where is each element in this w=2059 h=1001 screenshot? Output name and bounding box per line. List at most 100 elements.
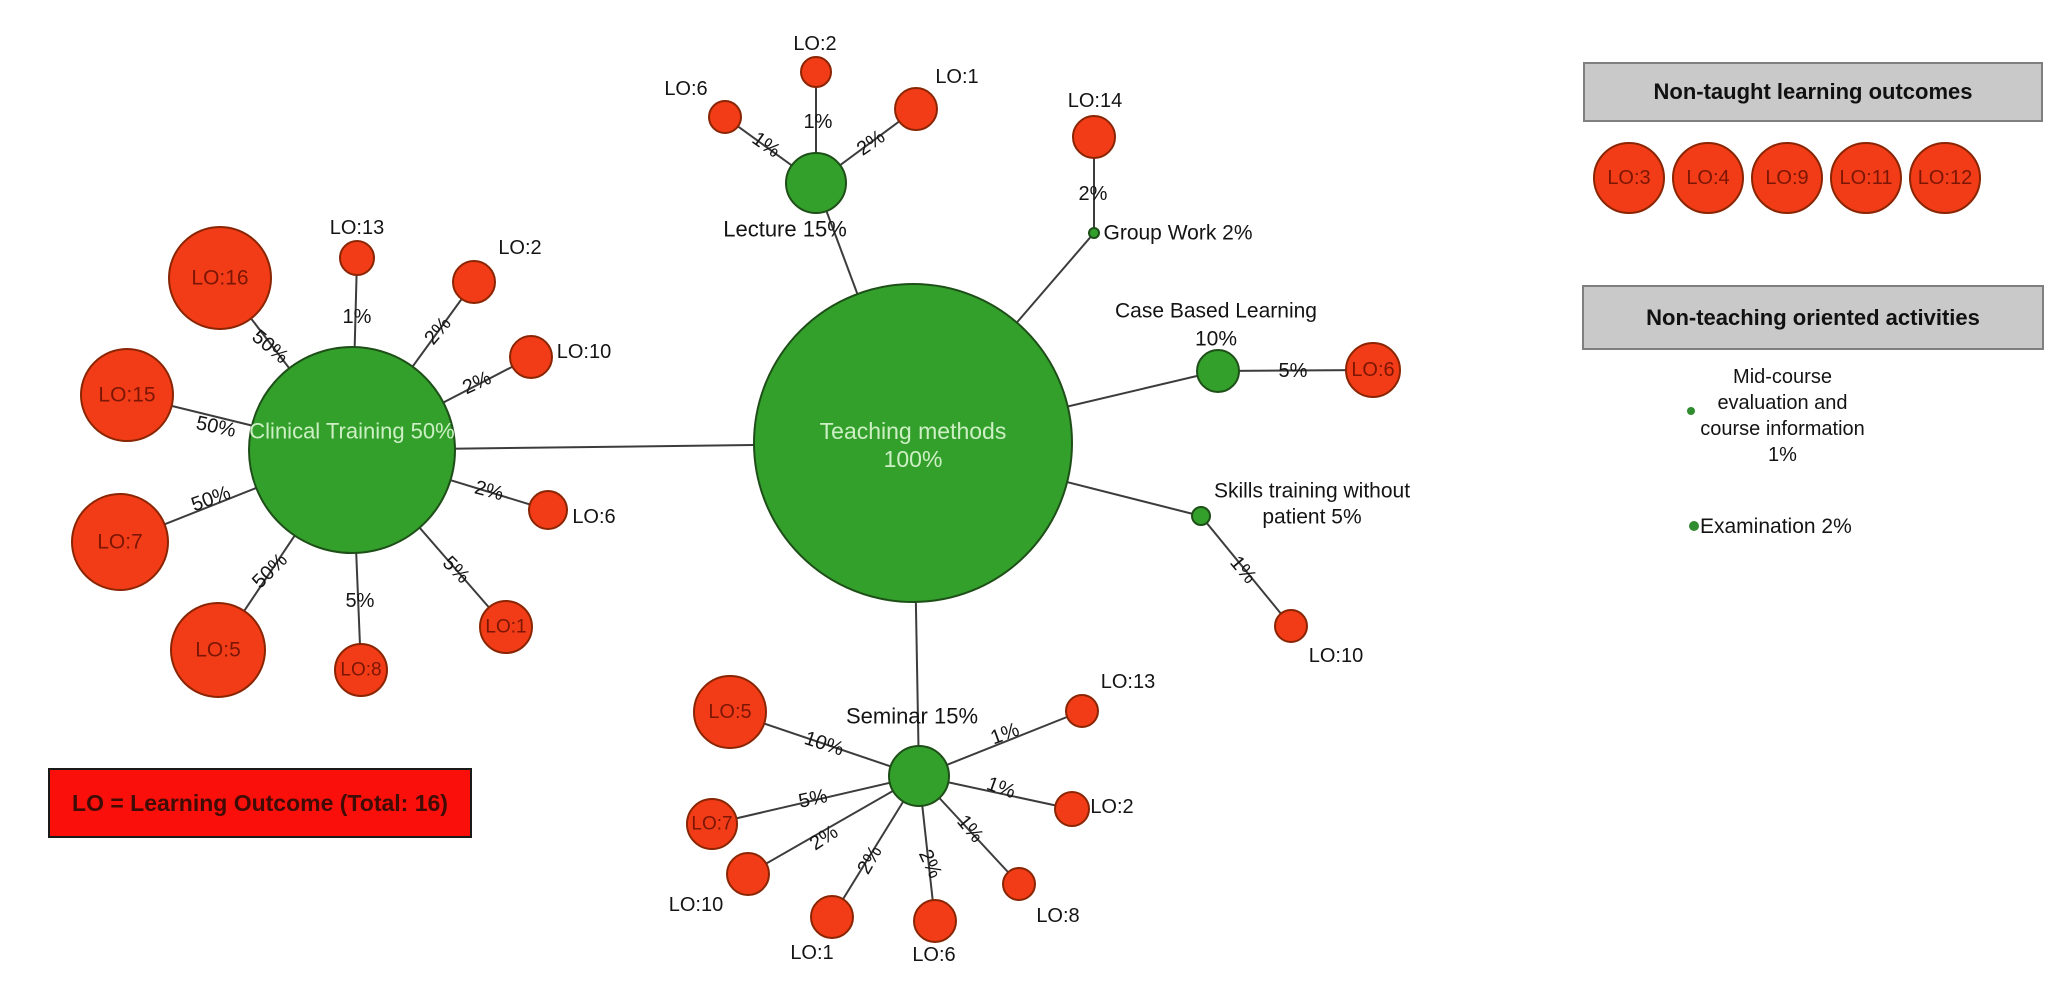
non-taught-outcomes-title: Non-taught learning outcomes <box>1653 79 1973 104</box>
legend-box: LO = Learning Outcome (Total: 16) <box>48 768 472 838</box>
node-m-lo8 <box>1002 867 1036 901</box>
node-clinical <box>248 346 456 554</box>
examination-bullet-icon <box>1689 521 1699 531</box>
edge-clinical-c-lo15-percent: 50% <box>194 412 238 442</box>
edge-seminar-m-lo6-percent: 2% <box>914 846 946 882</box>
edge-clinical-c-lo16-percent: 50% <box>248 326 293 369</box>
mid-course-activity-label: Mid-course evaluation and course informa… <box>1660 364 1905 468</box>
edge-seminar-m-lo13-percent: 1% <box>988 719 1023 750</box>
edge-clinical-c-lo10-percent: 2% <box>459 367 495 399</box>
edge-groupwork-g-lo14-percent: 2% <box>1079 183 1108 205</box>
edge-lecture-l-lo2-percent: 1% <box>804 111 833 133</box>
edge-case-cb-lo6-percent: 5% <box>1279 360 1308 382</box>
non-taught-outcome-circle: LO:4 <box>1672 142 1744 214</box>
node-lecture <box>785 152 847 214</box>
edge-seminar-m-lo5-percent: 10% <box>802 727 847 760</box>
node-m-lo13-label: LO:13 <box>1101 671 1155 693</box>
node-m-lo13 <box>1065 694 1099 728</box>
node-c-lo15-label: LO:15 <box>98 384 155 407</box>
node-c-lo7-label: LO:7 <box>97 531 143 554</box>
node-cb-lo6-label: LO:6 <box>1351 359 1394 381</box>
non-teaching-activities-header: Non-teaching oriented activities <box>1582 285 2044 350</box>
node-c-lo16-label: LO:16 <box>191 267 248 290</box>
node-case-label: Case Based Learning <box>1115 300 1317 323</box>
node-g-lo14-label: LO:14 <box>1068 90 1122 112</box>
non-taught-outcomes-row: LO:3 LO:4 LO:9 LO:11 LO:12 <box>1593 142 1981 214</box>
node-m-lo5 <box>693 675 767 749</box>
node-skills <box>1191 506 1211 526</box>
node-m-lo7 <box>686 798 738 850</box>
node-c-lo2 <box>452 260 496 304</box>
node-cb-lo6 <box>1345 342 1401 398</box>
node-m-lo5-label: LO:5 <box>708 701 751 723</box>
node-groupwork <box>1088 227 1100 239</box>
node-skills-label: Skills training without <box>1214 480 1410 503</box>
edge-clinical-c-lo7-percent: 50% <box>188 482 233 516</box>
edge-skills-s-lo10 <box>1200 515 1292 627</box>
node-c-lo6 <box>528 490 568 530</box>
node-m-lo2-label: LO:2 <box>1090 796 1133 818</box>
edge-seminar-m-lo10 <box>747 775 920 875</box>
node-case-label: 10% <box>1195 328 1237 351</box>
node-c-lo13 <box>339 240 375 276</box>
legend-label: LO = Learning Outcome (Total: 16) <box>72 789 448 816</box>
mid-course-bullet-icon <box>1687 407 1695 415</box>
edge-seminar-m-lo7-percent: 5% <box>797 785 830 813</box>
node-m-lo8-label: LO:8 <box>1036 905 1079 927</box>
node-s-lo10 <box>1274 609 1308 643</box>
edge-clinical-c-lo8-percent: 5% <box>346 590 375 612</box>
node-l-lo1-label: LO:1 <box>935 66 978 88</box>
node-m-lo1-label: LO:1 <box>790 942 833 964</box>
non-taught-outcome-circle: LO:11 <box>1830 142 1902 214</box>
edge-clinical-c-lo13-percent: 1% <box>343 306 372 328</box>
node-c-lo5 <box>170 602 266 698</box>
node-m-lo10 <box>726 852 770 896</box>
node-clinical-label: Clinical Training 50% <box>249 419 454 444</box>
examination-activity-label: Examination 2% <box>1700 515 1852 538</box>
node-c-lo5-label: LO:5 <box>195 639 241 662</box>
node-c-lo6-label: LO:6 <box>572 506 615 528</box>
node-m-lo2 <box>1054 791 1090 827</box>
node-c-lo10-label: LO:10 <box>557 341 611 363</box>
node-c-lo8 <box>334 643 388 697</box>
node-teaching-label: Teaching methods <box>820 418 1007 444</box>
mid-course-line-1: Mid-course <box>1733 366 1832 388</box>
edge-seminar-m-lo7 <box>711 775 920 825</box>
edge-clinical-c-lo5-percent: 50% <box>248 549 292 593</box>
node-l-lo2-label: LO:2 <box>793 33 836 55</box>
node-lecture-label: Lecture 15% <box>723 217 847 242</box>
node-g-lo14 <box>1072 115 1116 159</box>
node-m-lo10-label: LO:10 <box>669 894 723 916</box>
node-c-lo8-label: LO:8 <box>340 660 381 681</box>
node-l-lo6 <box>708 100 742 134</box>
node-groupwork-label: Group Work 2% <box>1104 222 1253 245</box>
node-c-lo15 <box>80 348 174 442</box>
non-teaching-activities-title: Non-teaching oriented activities <box>1646 304 1980 330</box>
node-m-lo6-label: LO:6 <box>912 944 955 966</box>
non-taught-outcome-circle: LO:3 <box>1593 142 1665 214</box>
node-seminar-label: Seminar 15% <box>846 704 978 729</box>
node-l-lo1 <box>894 87 938 131</box>
node-teaching-label: 100% <box>884 446 943 472</box>
edge-seminar-m-lo2-percent: 1% <box>984 773 1019 804</box>
node-teaching <box>753 283 1073 603</box>
node-c-lo13-label: LO:13 <box>330 217 384 239</box>
node-c-lo16 <box>168 226 272 330</box>
node-c-lo7 <box>71 493 169 591</box>
non-taught-outcome-circle: LO:9 <box>1751 142 1823 214</box>
node-c-lo1-label: LO:1 <box>485 617 526 638</box>
node-case <box>1196 349 1240 393</box>
mid-course-line-2: evaluation and <box>1717 392 1848 414</box>
node-seminar <box>888 745 950 807</box>
edge-lecture-l-lo1-percent: 2% <box>853 126 889 161</box>
edge-clinical-c-lo2-percent: 2% <box>420 313 456 349</box>
node-skills-label: patient 5% <box>1262 506 1361 529</box>
node-l-lo2 <box>800 56 832 88</box>
node-l-lo6-label: LO:6 <box>664 78 707 100</box>
edge-clinical-c-lo6-percent: 2% <box>472 477 506 506</box>
node-m-lo7-label: LO:7 <box>691 814 732 835</box>
non-taught-outcome-circle: LO:12 <box>1909 142 1981 214</box>
non-taught-outcomes-header: Non-taught learning outcomes <box>1583 62 2043 122</box>
